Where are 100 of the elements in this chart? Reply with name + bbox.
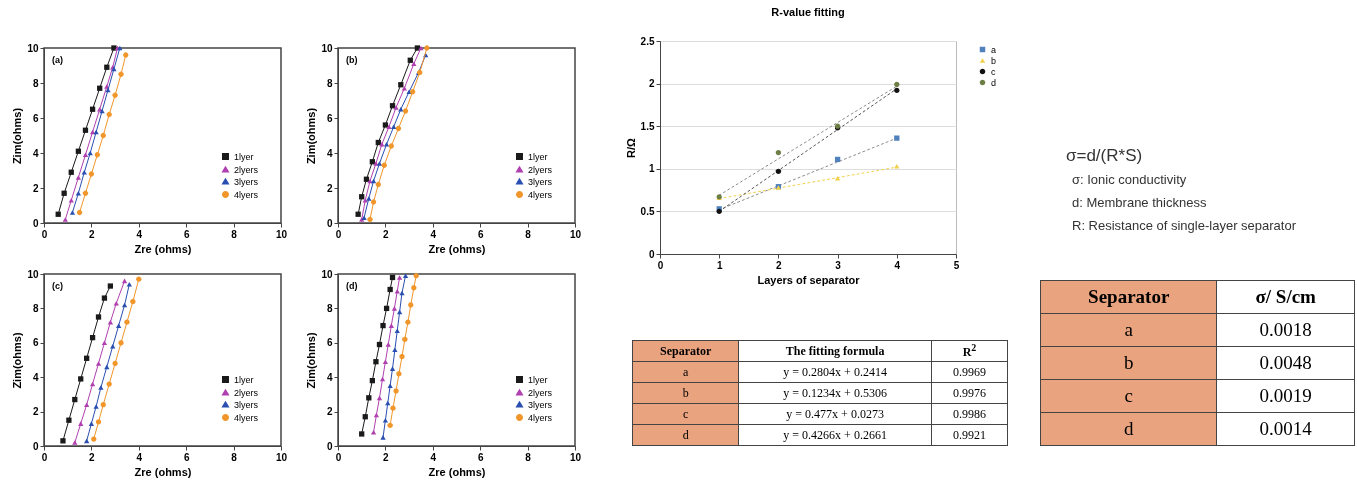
y-tick-label: 6 <box>32 337 39 349</box>
x-tick-label: 10 <box>275 451 288 463</box>
x-tick-label: 10 <box>275 228 288 240</box>
category-label: σ/ S/cm <box>1216 280 1355 314</box>
y-tick-label: 2 <box>32 182 39 194</box>
y-tick-label: 4 <box>32 371 39 383</box>
legend-label: 2lyers <box>234 164 259 175</box>
y-tick-label: 4 <box>326 147 333 159</box>
annotation: (d) <box>346 281 358 291</box>
x-tick-label: 2 <box>89 451 96 463</box>
y-axis-title: Zim(ohms) <box>305 107 318 165</box>
legend-label: 3lyers <box>528 399 553 410</box>
x-tick-label: 4 <box>894 259 901 271</box>
legend-label: 4lyers <box>528 189 553 200</box>
x-tick-label: 0 <box>335 228 342 240</box>
y-tick-label: 1.5 <box>640 120 655 132</box>
text: d: Membrane thickness <box>1072 195 1208 210</box>
legend-label: a <box>991 44 997 55</box>
x-tick-label: 4 <box>136 228 143 240</box>
text: a <box>1124 319 1133 340</box>
annotation: (c) <box>52 281 63 291</box>
y-tick-label: 10 <box>27 42 39 54</box>
annotation: (b) <box>346 55 358 65</box>
y-tick-label: 10 <box>321 268 333 280</box>
x-tick-label: 6 <box>477 228 484 240</box>
x-tick-label: 4 <box>136 451 143 463</box>
category-label: The fitting formula <box>738 340 932 362</box>
x-tick-label: 5 <box>953 259 960 271</box>
x-axis-title: Zre (ohms) <box>134 242 192 255</box>
y-tick-label: 0 <box>326 440 333 452</box>
x-tick-label: 2 <box>383 451 390 463</box>
y-tick-label: 0 <box>648 248 655 260</box>
y-tick-label: 10 <box>321 42 333 54</box>
category-label: Separator <box>1040 280 1217 314</box>
chart-title: R-value fitting <box>771 6 845 18</box>
y-tick-label: 10 <box>27 268 39 280</box>
x-tick-label: 6 <box>477 451 484 463</box>
legend-label: 3lyers <box>234 176 259 187</box>
legend-label: 2lyers <box>528 387 553 398</box>
x-tick-label: 6 <box>183 228 190 240</box>
x-tick-label: 4 <box>430 228 437 240</box>
y-tick-label: 0 <box>326 217 333 229</box>
text: 0.9921 <box>952 427 986 442</box>
x-tick-label: 0 <box>41 228 48 240</box>
x-tick-label: 1 <box>716 259 723 271</box>
legend-label: 4lyers <box>528 412 553 423</box>
y-tick-label: 6 <box>326 337 333 349</box>
x-tick-label: 8 <box>525 451 532 463</box>
y-tick-label: 2 <box>326 182 333 194</box>
legend-label: d <box>991 77 997 88</box>
y-tick-label: 2 <box>32 406 39 418</box>
annotation: (a) <box>52 55 63 65</box>
text: 0.9969 <box>952 364 986 379</box>
text: σ: Ionic conductivity <box>1072 172 1188 187</box>
x-tick-label: 8 <box>231 228 238 240</box>
text: 0.9986 <box>952 406 986 421</box>
x-tick-label: 10 <box>569 451 582 463</box>
legend-label: 1lyer <box>234 151 254 162</box>
legend-label: 2lyers <box>234 387 259 398</box>
y-axis-title: Zim(ohms) <box>11 107 24 165</box>
y-axis-title: Zim(ohms) <box>305 332 318 389</box>
text: y = 0.4266x + 0.2661 <box>783 427 887 442</box>
y-tick-label: 6 <box>32 112 39 124</box>
y-tick-label: 4 <box>32 147 39 159</box>
y-tick-label: 8 <box>32 77 39 89</box>
category-label: Separator <box>632 340 739 362</box>
text: d <box>682 427 689 442</box>
legend-label: 2lyers <box>528 164 553 175</box>
y-tick-label: 0 <box>32 217 39 229</box>
y-tick-label: 6 <box>326 112 333 124</box>
legend-label: b <box>991 55 997 66</box>
x-tick-label: 2 <box>383 228 390 240</box>
legend-label: 1lyer <box>528 374 548 385</box>
y-tick-label: 8 <box>32 302 39 314</box>
y-tick-label: 8 <box>326 77 333 89</box>
text: b <box>682 385 689 400</box>
x-tick-label: 4 <box>430 451 437 463</box>
x-tick-label: 10 <box>569 228 582 240</box>
x-tick-label: 2 <box>89 228 96 240</box>
legend-label: 4lyers <box>234 412 259 423</box>
y-tick-label: 0 <box>32 440 39 452</box>
x-axis-title: Zre (ohms) <box>428 242 486 255</box>
text: 0.0018 <box>1259 319 1312 340</box>
text: y = 0.1234x + 0.5306 <box>783 385 887 400</box>
x-tick-label: 0 <box>335 451 342 463</box>
legend-label: 3lyers <box>528 176 553 187</box>
y-tick-label: 2.5 <box>640 35 655 47</box>
x-tick-label: 3 <box>835 259 842 271</box>
x-tick-label: 8 <box>231 451 238 463</box>
text: y = 0.477x + 0.0273 <box>786 406 884 421</box>
y-tick-label: 8 <box>326 302 333 314</box>
legend-label: 3lyers <box>234 399 259 410</box>
text: a <box>682 364 689 379</box>
y-tick-label: 2 <box>648 78 655 90</box>
legend-label: 1lyer <box>234 374 254 385</box>
category-label: R$^{2}$ <box>931 340 1008 362</box>
x-tick-label: 0 <box>41 451 48 463</box>
text: 0.0014 <box>1259 418 1312 439</box>
text: c <box>682 406 689 421</box>
y-axis-title: Zim(ohms) <box>11 332 24 389</box>
